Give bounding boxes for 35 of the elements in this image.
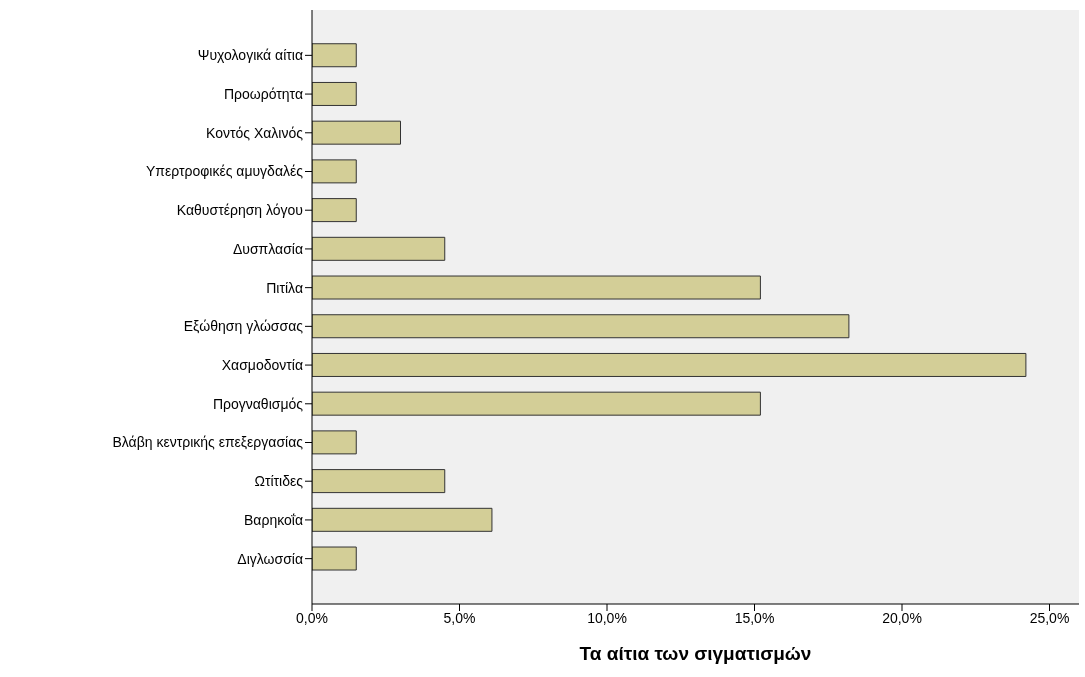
y-tick-label: Δυσπλασία bbox=[232, 240, 303, 257]
bar bbox=[312, 391, 761, 416]
y-tick-label: Υπερτροφικές αμυγδαλές bbox=[145, 163, 304, 180]
bar bbox=[312, 546, 357, 571]
bar bbox=[312, 198, 357, 223]
bar bbox=[312, 314, 850, 339]
bar bbox=[312, 81, 357, 106]
x-tick-label: 20,0% bbox=[882, 609, 922, 626]
y-tick-label: Διγλωσσία bbox=[237, 550, 303, 567]
x-axis-title: Τα αίτια των σιγματισμών bbox=[579, 643, 812, 664]
bar bbox=[312, 275, 761, 300]
bar bbox=[312, 352, 1027, 377]
bar bbox=[312, 43, 357, 68]
bar bbox=[312, 120, 401, 145]
y-tick-label: Βλάβη κεντρικής επεξεργασίας bbox=[112, 434, 304, 451]
x-tick-label: 5,0% bbox=[443, 609, 476, 626]
y-tick-label: Πιτίλα bbox=[266, 279, 303, 296]
y-tick-label: Ψυχολογικά αίτια bbox=[197, 47, 303, 64]
bar bbox=[312, 159, 357, 184]
y-tick-label: Βαρηκοΐα bbox=[243, 511, 303, 528]
y-tick-label: Καθυστέρηση λόγου bbox=[176, 202, 303, 219]
y-tick-label: Χασμοδοντία bbox=[221, 357, 303, 374]
bar bbox=[312, 469, 446, 494]
x-tick-label: 25,0% bbox=[1029, 609, 1070, 626]
y-tick-label: Κοντός Χαλινός bbox=[206, 124, 304, 141]
x-tick-label: 0,0% bbox=[296, 609, 328, 626]
bar bbox=[312, 507, 493, 532]
y-tick-label: Εξώθηση γλώσσας bbox=[183, 318, 304, 335]
y-tick-label: Προωρότητα bbox=[223, 86, 303, 103]
y-tick-label: Ωτίτιδες bbox=[254, 473, 304, 490]
bar bbox=[312, 236, 446, 261]
x-tick-label: 15,0% bbox=[734, 609, 775, 626]
x-tick-label: 10,0% bbox=[587, 609, 627, 626]
bar bbox=[312, 430, 357, 455]
y-tick-label: Προγναθισμός bbox=[212, 395, 304, 412]
